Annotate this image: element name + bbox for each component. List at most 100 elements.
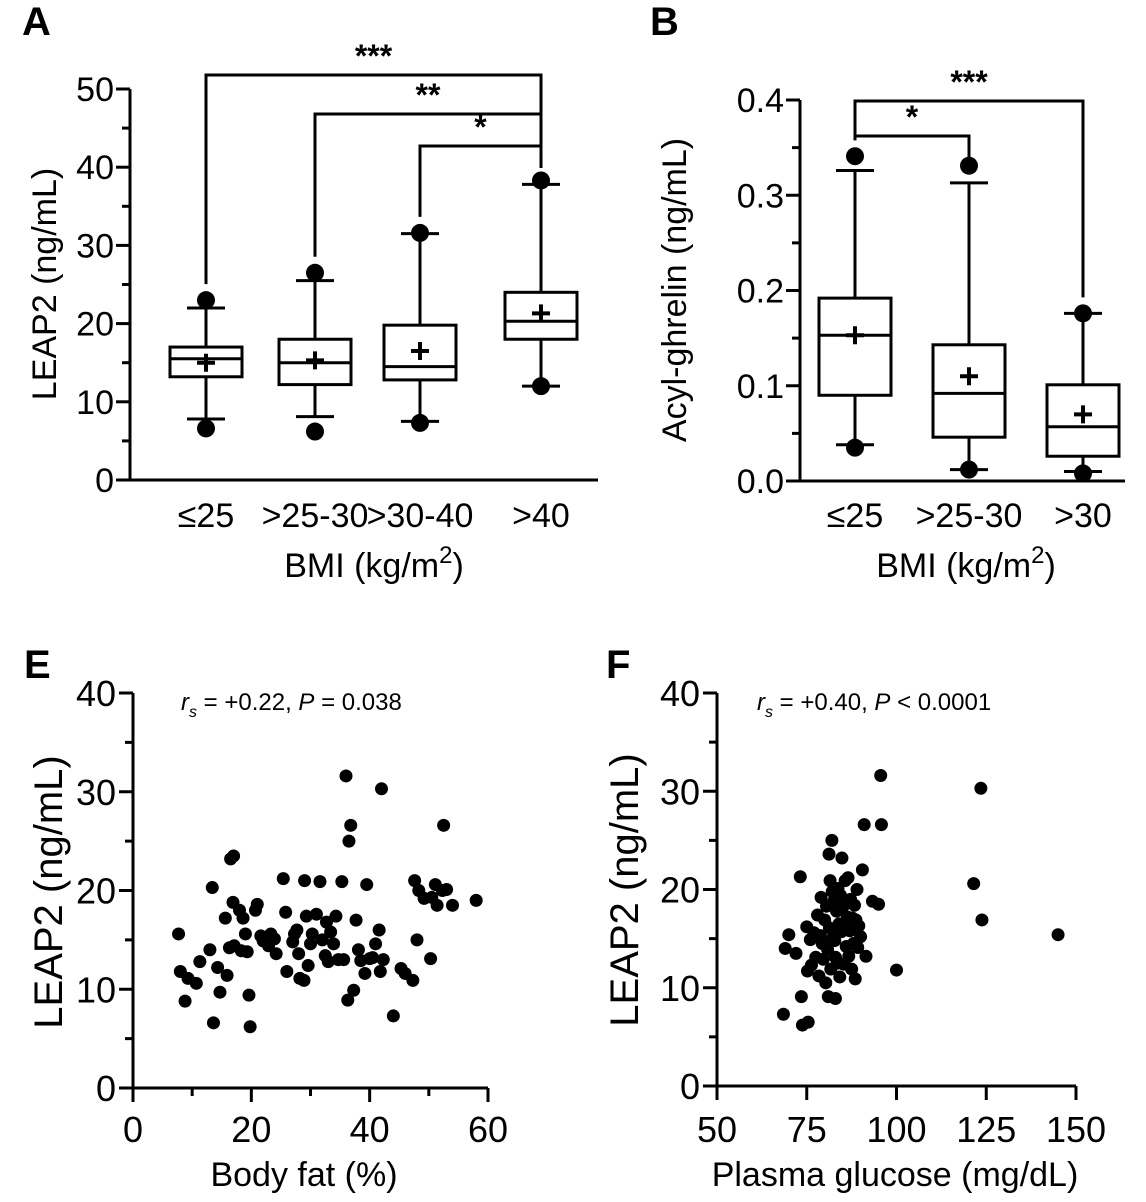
panel-a-x-axis-label-main: BMI (kg/m xyxy=(284,547,439,585)
f-data-point xyxy=(776,1007,790,1021)
e-data-point xyxy=(193,955,207,969)
b-outlier-dot xyxy=(960,460,978,479)
a-mean-marker xyxy=(532,304,550,323)
a-box xyxy=(168,345,244,379)
panel-a-significance-brackets: ****** xyxy=(204,38,543,285)
f-data-point xyxy=(848,972,862,986)
e-data-point xyxy=(321,955,335,969)
e-data-point xyxy=(376,953,390,967)
a-mean-marker xyxy=(411,341,429,360)
b-box xyxy=(931,343,1007,439)
panel-e-label: E xyxy=(24,643,51,687)
panel-f-stat-end: < 0.0001 xyxy=(890,689,991,716)
f-data-point xyxy=(778,941,792,955)
panel-f-stat-p: P xyxy=(874,689,890,716)
f-data-point xyxy=(855,863,869,877)
b-box-group xyxy=(1045,304,1121,483)
a-box-group xyxy=(382,223,458,432)
f-y-tick-label: 40 xyxy=(660,673,700,714)
f-data-point xyxy=(847,898,861,912)
f-data-point xyxy=(850,883,864,896)
e-data-point xyxy=(369,937,383,951)
a-sig-bracket xyxy=(313,112,543,257)
panel-a-y-ticks: 0 10 20 30 40 50 xyxy=(76,71,130,500)
e-data-point xyxy=(305,927,319,941)
b-box-group xyxy=(931,156,1007,479)
e-data-point xyxy=(292,947,306,961)
f-x-tick-label: 50 xyxy=(697,1109,737,1150)
e-data-point xyxy=(267,932,281,946)
panel-a-label: A xyxy=(22,0,51,44)
panel-b-x-axis-label-close: ) xyxy=(1044,547,1055,585)
e-x-tick-label: 40 xyxy=(350,1109,390,1150)
a-sig-stars: ** xyxy=(416,77,441,113)
panel-b-significance-brackets: **** xyxy=(853,64,1085,298)
f-x-tick-label: 125 xyxy=(956,1109,1016,1150)
f-data-point xyxy=(794,990,808,1004)
b-sig-bracket xyxy=(853,99,1085,298)
panel-b-x-axis-label-sup: 2 xyxy=(1031,542,1044,569)
panel-a-x-axis-label: BMI (kg/m2) xyxy=(284,542,464,585)
e-data-point xyxy=(213,985,227,999)
f-data-point xyxy=(836,900,850,914)
e-y-tick-label: 30 xyxy=(76,772,116,813)
e-data-point xyxy=(324,925,338,939)
e-data-point xyxy=(304,937,317,951)
panel-e-y-axis-label: LEAP2 (ng/mL) xyxy=(27,755,71,1028)
e-data-point xyxy=(335,875,349,889)
b-mean-marker xyxy=(960,367,978,386)
a-x-tick-label: >30-40 xyxy=(367,497,474,535)
e-data-point xyxy=(309,907,323,921)
f-data-point xyxy=(845,962,859,976)
f-data-point xyxy=(793,870,807,884)
e-data-point xyxy=(342,834,356,848)
panel-e-stat-p: P xyxy=(298,689,314,716)
f-data-point xyxy=(819,976,833,990)
a-outlier-dot xyxy=(411,413,429,432)
panel-b-x-axis-label-main: BMI (kg/m xyxy=(876,547,1031,585)
b-outlier-dot xyxy=(1074,304,1092,323)
a-outlier-dot xyxy=(197,291,215,310)
panel-e-x-ticks: 0 20 40 60 xyxy=(123,1088,508,1150)
e-data-point xyxy=(189,976,203,990)
a-mean-marker xyxy=(306,351,324,370)
b-outlier-dot xyxy=(960,156,978,175)
e-data-point xyxy=(329,909,343,923)
a-y-tick-label: 0 xyxy=(95,462,114,500)
e-data-point xyxy=(315,933,329,947)
e-data-point xyxy=(211,961,225,975)
f-data-point xyxy=(851,940,865,954)
a-sig-stars: * xyxy=(474,109,487,145)
f-data-point xyxy=(782,928,796,942)
panel-b-label: B xyxy=(650,0,679,44)
b-box-group xyxy=(817,147,893,457)
a-outlier-dot xyxy=(306,263,324,282)
panel-e-stat-end: = 0.038 xyxy=(314,689,401,716)
e-x-tick-label: 20 xyxy=(231,1109,271,1150)
a-sig-bracket xyxy=(418,144,543,217)
f-y-tick-label: 0 xyxy=(680,1066,700,1107)
a-box-group xyxy=(503,171,579,396)
b-sig-stars: *** xyxy=(950,64,988,100)
f-data-point xyxy=(828,992,842,1006)
f-data-point xyxy=(833,888,847,902)
panel-e-x-axis-label: Body fat (%) xyxy=(210,1156,397,1194)
e-data-point xyxy=(440,883,454,897)
f-data-point xyxy=(789,946,803,960)
panel-b-boxes xyxy=(817,147,1121,483)
e-data-point xyxy=(408,874,422,888)
f-data-point xyxy=(854,930,868,944)
e-data-point xyxy=(469,893,483,907)
e-data-point xyxy=(358,966,372,980)
e-data-point xyxy=(319,915,333,929)
f-data-point xyxy=(859,949,873,963)
e-x-tick-label: 0 xyxy=(123,1109,143,1150)
panel-f-stat-r: r xyxy=(757,689,766,716)
e-data-point xyxy=(430,898,444,912)
panel-b: B 0.00.10.20.30.4 ≤25 >25-30 >30 **** Acyl… xyxy=(650,0,1125,585)
e-data-point xyxy=(337,953,351,967)
f-data-point xyxy=(825,833,839,847)
e-data-point xyxy=(446,898,459,912)
a-x-tick-label: >40 xyxy=(512,497,570,535)
